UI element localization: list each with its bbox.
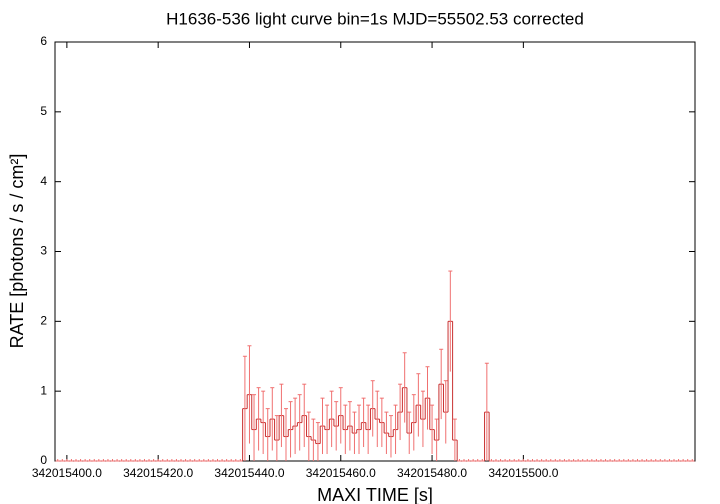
x-tick-label: 342015480.0 (397, 466, 467, 480)
x-tick-label: 342015420.0 (123, 466, 193, 480)
y-tick-label: 0 (40, 453, 47, 467)
x-axis-label: MAXI TIME [s] (317, 485, 433, 504)
y-tick-label: 1 (40, 383, 47, 397)
x-tick-label: 342015440.0 (214, 466, 284, 480)
y-tick-label: 5 (40, 104, 47, 118)
plot-frame (54, 41, 696, 462)
y-axis-label: RATE [photons / s / cm²] (7, 154, 27, 349)
y-tick-label: 6 (40, 34, 47, 48)
y-tick-label: 4 (40, 174, 47, 188)
y-tick-label: 2 (40, 314, 47, 328)
chart-title: H1636-536 light curve bin=1s MJD=55502.5… (166, 9, 584, 28)
x-tick-label: 342015500.0 (488, 466, 558, 480)
x-tick-label: 342015400.0 (32, 466, 102, 480)
y-tick-label: 3 (40, 244, 47, 258)
x-tick-label: 342015460.0 (306, 466, 376, 480)
